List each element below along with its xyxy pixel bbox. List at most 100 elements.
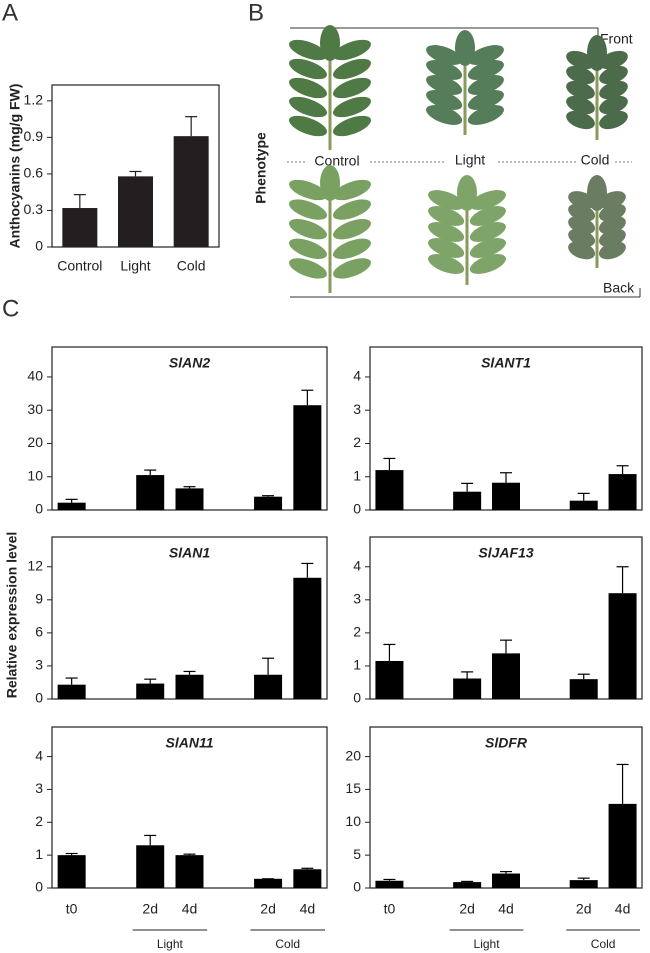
x-tick-label: 2d (142, 901, 158, 917)
bar (492, 482, 520, 510)
leaflet (467, 45, 504, 65)
bar (254, 878, 283, 888)
leaflet (467, 60, 504, 80)
leaflet (426, 105, 463, 125)
bar (175, 488, 204, 510)
leaflet (469, 222, 506, 242)
bar (136, 683, 165, 699)
bar (569, 880, 598, 888)
bar (375, 470, 404, 510)
leaflet (289, 199, 327, 220)
chart-title: SlJAF13 (478, 545, 533, 561)
y-tick-label: 2 (35, 813, 43, 829)
group-label: Light (157, 937, 184, 951)
bar (57, 502, 86, 510)
x-tick-label: 2d (459, 901, 475, 917)
leaflet (598, 241, 626, 260)
y-tick-label: 0.6 (24, 165, 44, 181)
leaflet (289, 39, 327, 61)
y-tick-label: 9 (35, 591, 43, 607)
y-tick-label: 0 (35, 238, 43, 254)
y-tick-label: 3 (353, 591, 361, 607)
panel-label: C (2, 295, 19, 322)
y-tick-label: 0 (35, 879, 43, 895)
bar (375, 880, 404, 888)
x-tick-label: 4d (182, 901, 198, 917)
leaflet (289, 96, 327, 118)
chart-title: SlAN1 (169, 545, 210, 561)
bar (453, 882, 482, 888)
leaflet (469, 206, 506, 226)
leaflet (428, 222, 465, 242)
leaflet (599, 80, 628, 100)
chart-title: SlANT1 (481, 355, 531, 371)
leaflet (333, 96, 371, 118)
x-tick-label: 2d (576, 901, 592, 917)
y-tick-label: 1 (353, 657, 361, 673)
leaflet (333, 115, 371, 137)
y-tick-label: 0.3 (24, 201, 44, 217)
bar (254, 496, 283, 510)
leaflet (428, 206, 465, 226)
y-tick-label: 12 (27, 557, 43, 573)
leaflet (333, 58, 371, 80)
group-label: Light (474, 937, 501, 951)
x-tick-label: 2d (260, 901, 276, 917)
bar (175, 855, 204, 888)
leaf-photos (289, 25, 628, 293)
y-tick-label: 1 (353, 467, 361, 483)
leaflet (599, 110, 628, 130)
y-tick-label: 0 (35, 690, 43, 706)
y-tick-label: 20 (345, 747, 361, 763)
y-tick-label: 3 (353, 401, 361, 417)
leaflet (599, 65, 628, 85)
leaflet (289, 179, 327, 201)
leaflet (289, 58, 327, 80)
chart-title: SlDFR (485, 735, 528, 751)
bar (492, 873, 520, 888)
leaflet (566, 80, 595, 100)
leaflet (426, 60, 463, 80)
phenotype-label: Phenotype (253, 132, 269, 204)
y-tick-label: 0 (353, 690, 361, 706)
group-label: Cold (275, 937, 300, 951)
bar (57, 684, 86, 699)
phenotype-panel: Front Back Phenotype Control Light Cold (253, 25, 641, 298)
y-axis-label: Relative expression level (4, 532, 20, 699)
leaflet (469, 238, 506, 258)
back-label: Back (603, 280, 635, 296)
y-tick-label: 1 (35, 846, 43, 862)
bar (569, 500, 598, 510)
x-tick-label: t0 (66, 901, 78, 917)
panel-label: A (2, 0, 18, 26)
bar (136, 475, 165, 510)
y-tick-label: 6 (35, 624, 43, 640)
y-tick-label: 15 (345, 780, 361, 796)
column-label: Cold (581, 152, 610, 168)
bar (293, 869, 322, 888)
leaflet (289, 219, 327, 240)
y-tick-label: 0 (353, 501, 361, 517)
y-tick-label: 0 (353, 879, 361, 895)
leaflet (289, 115, 327, 137)
leaflet (333, 77, 371, 99)
bar (293, 405, 322, 510)
leaflet (289, 238, 327, 259)
leaflet (467, 90, 504, 110)
y-tick-label: 5 (353, 846, 361, 862)
leaflet (428, 254, 465, 274)
leaflet (587, 175, 607, 211)
bar (608, 474, 637, 510)
bar (175, 674, 204, 699)
y-tick-label: 10 (345, 813, 361, 829)
bar (608, 803, 637, 888)
y-tick-label: 2 (353, 624, 361, 640)
leaflet (566, 110, 595, 130)
plot-frame (51, 346, 328, 511)
y-tick-label: 4 (35, 747, 43, 763)
y-tick-label: 0 (35, 501, 43, 517)
bar (569, 679, 598, 699)
y-tick-label: 3 (35, 657, 43, 673)
bar (173, 136, 209, 247)
